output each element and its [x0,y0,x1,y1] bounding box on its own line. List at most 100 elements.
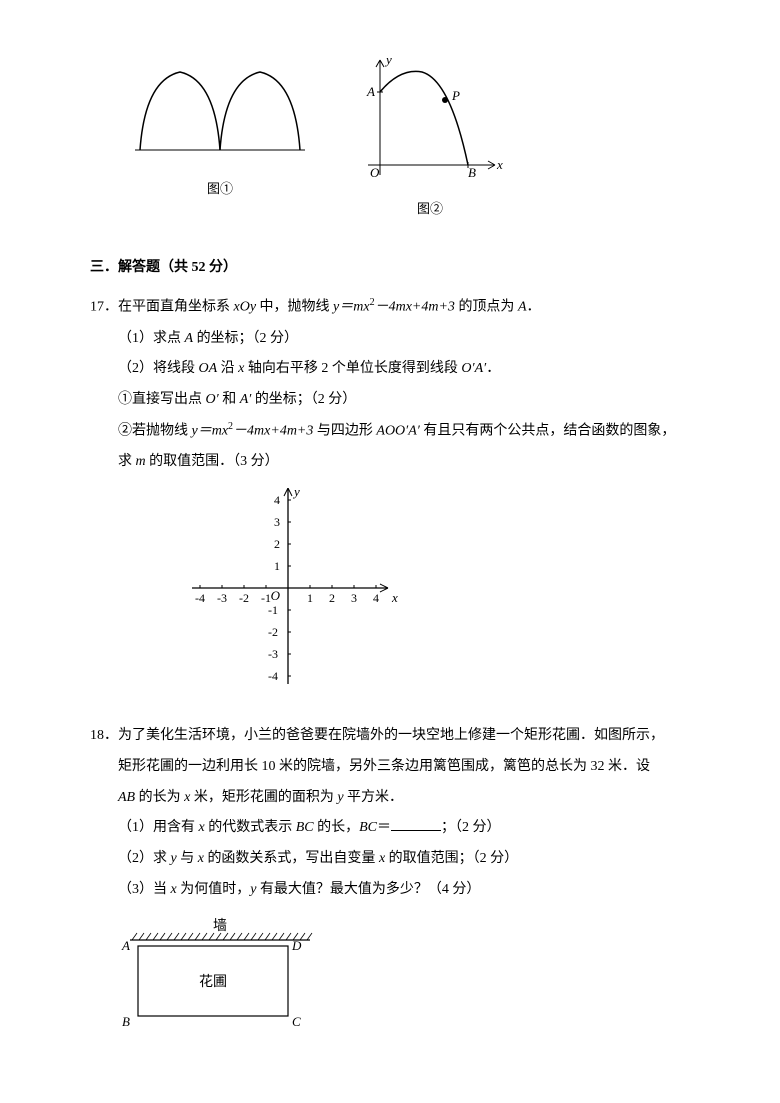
p18-s1: （1）用含有 x 的代数式表示 BC 的长，BC＝；（2 分） [90,813,690,844]
svg-text:A: A [121,938,130,953]
p17-s2ii-d: 求 [118,454,136,469]
svg-text:4: 4 [373,591,379,605]
p17-sub2: （2）将线段 OA 沿 x 轴向右平移 2 个单位长度得到线段 O′A′． [90,354,690,385]
svg-text:-4: -4 [268,669,278,683]
p18-s3-a: （3）当 [118,882,171,897]
svg-text:-3: -3 [268,647,278,661]
p17-s2-OA: OA [199,361,218,376]
p18-s3: （3）当 x 为何值时，y 有最大值？最大值为多少？（4 分） [90,875,690,906]
figure-2-label: 图② [350,195,510,224]
svg-text:O: O [370,165,380,180]
p17-s2ii-quad: AOO′A′ [376,424,419,439]
svg-text:2: 2 [274,537,280,551]
p17-s2ii-e: 的取值范围．（3 分） [146,454,279,469]
p17-intro: 17．在平面直角坐标系 xOy 中，抛物线 y＝mx2－4mx+4m+3 的顶点… [90,292,690,323]
svg-text:-3: -3 [217,591,227,605]
p17-xoy: xOy [234,300,257,315]
p17-s2-b: 沿 [217,361,238,376]
p17-s2ii-eq-pre: y＝mx [192,424,229,439]
figure-2-svg: y x O A B P [350,50,510,180]
svg-text:-1: -1 [268,603,278,617]
top-figures-row: 图① y x O A B P 图② [130,50,690,223]
p17-s2ii-c: 有且只有两个公共点，结合函数的图象， [420,424,676,439]
p17-eq-pre: y＝mx [333,300,370,315]
p17-sub1: （1）求点 A 的坐标；（2 分） [90,324,690,355]
p17-s2-a: （2）将线段 [118,361,199,376]
p18-s1-BC2: BC [359,820,377,835]
p17-s2ii-a: ②若抛物线 [118,424,192,439]
svg-text:-2: -2 [268,625,278,639]
p18-s2-a: （2）求 [118,851,171,866]
p17-eq-mid: －4mx+4m+3 [375,300,455,315]
p18-l3-f: 平方米． [344,790,404,805]
p18-l3-d: 米，矩形花圃的面积为 [190,790,337,805]
p18-l3: AB 的长为 x 米，矩形花圃的面积为 y 平方米． [90,783,690,814]
problem-18: 18．为了美化生活环境，小兰的爸爸要在院墙外的一块空地上修建一个矩形花圃．如图所… [90,721,690,1055]
figure-1-label: 图① [130,175,310,204]
p18-garden-figure: 墙花圃ADBC [120,912,690,1055]
p18-s1-BC: BC [296,820,314,835]
p17-s2i-a: ①直接写出点 [118,392,206,407]
coord-svg: -4-3-2-11234-4-3-2-11234Oxy [170,488,430,688]
p18-s1-d: ＝ [377,820,391,835]
p18-s2-d: 的取值范围；（2 分） [385,851,518,866]
p18-s1-b: 的代数式表示 [205,820,296,835]
p18-s3-c: 有最大值？最大值为多少？（4 分） [256,882,480,897]
p18-blank [391,817,441,831]
svg-text:x: x [391,590,398,605]
p18-l2: 矩形花圃的一边利用长 10 米的院墙，另外三条边用篱笆围成，篱笆的总长为 32 … [90,752,690,783]
p18-s1-e: ；（2 分） [441,820,501,835]
p17-vertex: A [518,300,527,315]
figure-1-svg [130,50,310,160]
p18-s2-c: 的函数关系式，写出自变量 [204,851,379,866]
p18-s1-c: 的长， [314,820,360,835]
p17-s2-d: ． [486,361,500,376]
p17-s2ii-eq-mid: －4mx+4m+3 [233,424,313,439]
svg-text:y: y [384,52,392,67]
svg-text:A: A [366,84,375,99]
figure-2-container: y x O A B P 图② [350,50,510,223]
p17-s2i-O: O′ [206,392,219,407]
svg-text:1: 1 [307,591,313,605]
svg-text:花圃: 花圃 [199,974,227,990]
p17-s1-a: （1）求点 [118,331,185,346]
problem-17: 17．在平面直角坐标系 xOy 中，抛物线 y＝mx2－4mx+4m+3 的顶点… [90,292,690,701]
p18-s3-b: 为何值时， [177,882,251,897]
garden-svg: 墙花圃ADBC [120,912,320,1042]
svg-text:O: O [271,588,281,603]
p18-s2-b: 与 [177,851,198,866]
p17-s2i-c: 的坐标；（2 分） [251,392,356,407]
svg-text:-4: -4 [195,591,205,605]
p17-s1-A: A [185,331,194,346]
p17-coord-graph: -4-3-2-11234-4-3-2-11234Oxy [170,488,690,701]
p17-s2i-b: 和 [219,392,240,407]
p17-intro-d: ． [527,300,541,315]
section-3-header: 三．解答题（共 52 分） [90,253,690,284]
p18-s2: （2）求 y 与 x 的函数关系式，写出自变量 x 的取值范围；（2 分） [90,844,690,875]
p17-s2-OA2: O′A′ [461,361,486,376]
svg-text:4: 4 [274,493,280,507]
svg-text:y: y [292,488,300,499]
figure-1-container: 图① [130,50,310,223]
svg-text:B: B [122,1014,130,1029]
p17-intro-c: 的顶点为 [455,300,518,315]
p17-s2i-A: A′ [240,392,252,407]
svg-text:墙: 墙 [213,918,227,934]
p17-s2-c: 轴向右平移 2 个单位长度得到线段 [244,361,461,376]
p17-sub2ii-l1: ②若抛物线 y＝mx2－4mx+4m+3 与四边形 AOO′A′ 有且只有两个公… [90,416,690,447]
p17-s1-b: 的坐标；（2 分） [193,331,298,346]
p18-s1-a: （1）用含有 [118,820,199,835]
svg-text:1: 1 [274,559,280,573]
svg-text:C: C [292,1014,301,1029]
p17-sub2ii-l2: 求 m 的取值范围．（3 分） [90,447,690,478]
svg-text:B: B [468,165,476,180]
svg-text:P: P [451,88,460,103]
p17-intro-a: 17．在平面直角坐标系 [90,300,234,315]
p18-l3-a: AB [118,790,135,805]
p17-s2ii-m: m [136,454,146,469]
svg-text:3: 3 [274,515,280,529]
svg-text:3: 3 [351,591,357,605]
svg-text:-2: -2 [239,591,249,605]
p17-s2ii-b: 与四边形 [313,424,376,439]
p17-sub2i: ①直接写出点 O′ 和 A′ 的坐标；（2 分） [90,385,690,416]
